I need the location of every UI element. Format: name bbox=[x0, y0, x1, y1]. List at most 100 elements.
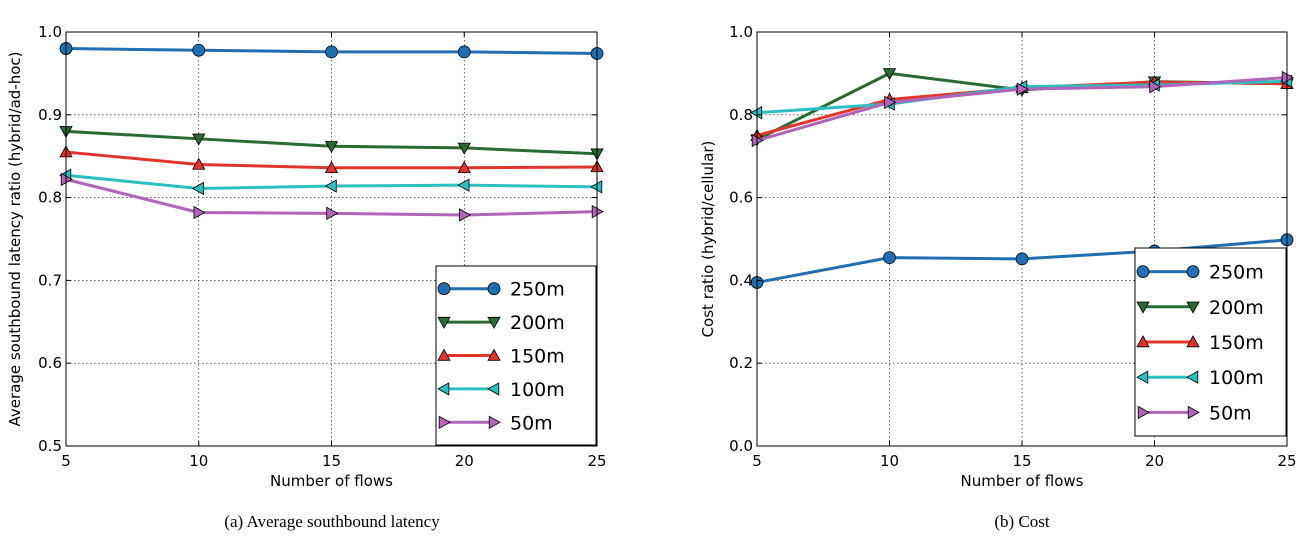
legend-label: 250m bbox=[510, 279, 565, 301]
latency-chart: 5 10 15 20 25 0.5 0.6 0.7 0.8 0.9 1.0 Number of flo… bbox=[6, 23, 607, 531]
data-point bbox=[1281, 70, 1294, 85]
y-tick-label: 0.6 bbox=[38, 354, 62, 372]
x-axis-label: Number of flows bbox=[961, 472, 1084, 490]
legend-marker bbox=[487, 316, 501, 329]
legend-marker bbox=[1186, 335, 1200, 348]
chart-caption: (b) Cost bbox=[994, 512, 1050, 531]
x-tick-label: 10 bbox=[880, 452, 899, 470]
legend-label: 200m bbox=[510, 312, 565, 334]
legend: 250m 200m 150m 100m 50m bbox=[435, 265, 597, 446]
data-point bbox=[1015, 252, 1029, 266]
x-tick-label: 25 bbox=[587, 452, 606, 470]
y-tick-label: 0.5 bbox=[38, 437, 62, 455]
x-tick-label: 25 bbox=[1277, 452, 1296, 470]
data-point bbox=[60, 172, 73, 187]
data-point bbox=[193, 205, 206, 220]
legend-item: 100m bbox=[1136, 367, 1264, 389]
data-point bbox=[590, 180, 603, 194]
legend-marker bbox=[1186, 301, 1200, 314]
data-point bbox=[192, 133, 206, 146]
legend-marker bbox=[1136, 370, 1149, 384]
data-point bbox=[591, 204, 604, 219]
legend-item: 250m bbox=[1136, 262, 1264, 284]
data-point bbox=[191, 181, 204, 196]
cost-chart: 5 10 15 20 25 0.0 0.2 0.4 0.6 0.8 1.0 Number of flo… bbox=[699, 23, 1297, 531]
y-tick-label: 0.8 bbox=[729, 106, 753, 124]
legend-marker bbox=[437, 282, 451, 296]
legend-marker bbox=[1136, 265, 1150, 279]
legend-marker bbox=[1187, 405, 1200, 420]
x-tick-label: 20 bbox=[1145, 452, 1164, 470]
y-tick-label: 1.0 bbox=[38, 23, 62, 41]
y-tick-label: 0.2 bbox=[729, 354, 753, 372]
legend-marker bbox=[437, 348, 451, 361]
y-tick-label: 0.6 bbox=[729, 189, 753, 207]
y-tick-label: 0.8 bbox=[38, 189, 62, 207]
x-tick-label: 20 bbox=[455, 452, 474, 470]
legend-label: 150m bbox=[1209, 332, 1264, 354]
data-point bbox=[751, 133, 764, 148]
legend-label: 50m bbox=[510, 412, 553, 434]
legend-label: 150m bbox=[510, 346, 565, 368]
legend-item: 200m bbox=[437, 312, 565, 334]
data-point bbox=[882, 68, 897, 81]
y-tick-label: 0.9 bbox=[38, 106, 62, 124]
legend-marker bbox=[438, 415, 451, 429]
data-point bbox=[192, 43, 206, 57]
y-tick-label: 0.7 bbox=[38, 271, 62, 289]
legend: 250m 200m 150m 100m 50m bbox=[1134, 247, 1287, 437]
data-point bbox=[192, 157, 206, 170]
legend-item: 150m bbox=[1136, 332, 1264, 354]
legend-item: 100m bbox=[437, 379, 565, 401]
legend-marker bbox=[487, 282, 501, 296]
legend-marker bbox=[437, 382, 450, 396]
series-250m bbox=[59, 42, 604, 60]
legend-marker bbox=[1136, 335, 1150, 348]
data-point bbox=[1016, 82, 1029, 96]
data-point bbox=[324, 160, 339, 173]
x-tick-label: 5 bbox=[61, 452, 71, 470]
series-100m bbox=[59, 168, 603, 196]
legend-item: 250m bbox=[437, 279, 565, 301]
y-tick-label: 1.0 bbox=[729, 23, 753, 41]
y-axis-label: Cost ratio (hybrid/cellular) bbox=[699, 141, 717, 338]
legend-marker bbox=[1186, 370, 1199, 384]
x-tick-label: 15 bbox=[322, 452, 341, 470]
legend-item: 200m bbox=[1136, 297, 1264, 319]
legend-item: 50m bbox=[1137, 402, 1252, 424]
legend-label: 50m bbox=[1209, 402, 1252, 424]
legend-label: 200m bbox=[1209, 297, 1264, 319]
data-point bbox=[457, 178, 470, 192]
legend-marker bbox=[1137, 405, 1150, 420]
data-point bbox=[750, 106, 763, 120]
x-axis-label: Number of flows bbox=[270, 472, 393, 490]
data-point bbox=[459, 208, 472, 222]
legend-marker bbox=[1136, 301, 1150, 314]
legend-marker bbox=[487, 348, 501, 361]
series-50m bbox=[751, 70, 1294, 148]
legend-label: 250m bbox=[1209, 262, 1264, 284]
legend-marker bbox=[437, 316, 451, 329]
data-point bbox=[324, 141, 339, 154]
legend-marker bbox=[488, 415, 501, 429]
y-tick-label: 0.4 bbox=[729, 271, 753, 289]
data-point bbox=[457, 142, 471, 155]
data-point bbox=[884, 95, 897, 110]
legend-label: 100m bbox=[1209, 367, 1264, 389]
data-point bbox=[1149, 79, 1162, 94]
legend-item: 150m bbox=[437, 346, 565, 368]
legend-item: 50m bbox=[438, 412, 553, 434]
data-point bbox=[883, 251, 896, 265]
data-point bbox=[325, 45, 338, 59]
x-tick-label: 10 bbox=[189, 452, 208, 470]
series-200m bbox=[59, 126, 604, 161]
data-point bbox=[457, 160, 471, 173]
legend-marker bbox=[487, 382, 500, 396]
x-tick-label: 5 bbox=[752, 452, 762, 470]
series-150m bbox=[59, 145, 604, 173]
series-50m bbox=[60, 172, 604, 222]
data-point bbox=[326, 206, 339, 221]
y-tick-label: 0.0 bbox=[729, 437, 753, 455]
data-point bbox=[457, 45, 471, 59]
